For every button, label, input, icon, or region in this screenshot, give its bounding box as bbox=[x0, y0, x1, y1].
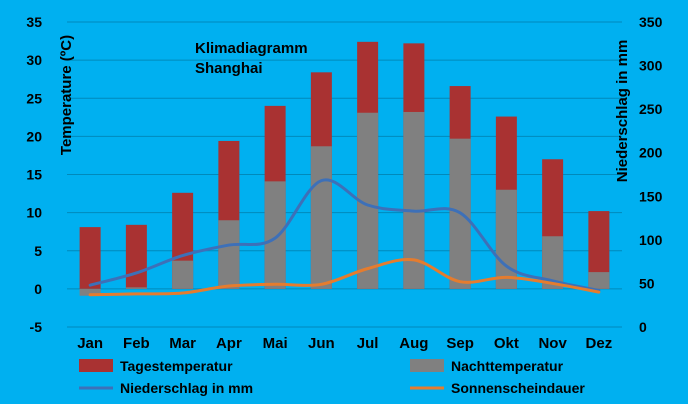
x-tick-label: Jun bbox=[308, 335, 335, 352]
y-right-tick-label: 200 bbox=[639, 145, 663, 161]
y-left-tick-label: -5 bbox=[30, 319, 43, 335]
x-tick-label: Nov bbox=[538, 335, 567, 352]
bar-nachttemperatur bbox=[357, 112, 379, 289]
legend-item: Nachttemperatur bbox=[410, 358, 564, 374]
y-left-tick-label: 0 bbox=[34, 281, 42, 297]
y-left-tick-label: 30 bbox=[26, 52, 42, 68]
legend-item: Tagestemperatur bbox=[79, 358, 233, 374]
line-sonnenscheindauer bbox=[88, 257, 601, 297]
y-right-tick-label: 150 bbox=[639, 188, 663, 204]
bars bbox=[79, 41, 610, 296]
bar-nachttemperatur bbox=[588, 272, 610, 289]
series-lines bbox=[88, 178, 601, 297]
y-right-label: Niederschlag in mm bbox=[614, 40, 631, 183]
x-tick-label: Jan bbox=[77, 335, 103, 352]
left-axis-ticks: -5 0 5 10 15 20 25 30 35 bbox=[26, 14, 42, 335]
legend-item: Niederschlag in mm bbox=[79, 380, 253, 396]
x-tick-label: Mai bbox=[263, 335, 288, 352]
x-tick-label: Okt bbox=[494, 335, 519, 352]
x-tick-label: Dez bbox=[586, 335, 613, 352]
chart-title-line-2: Shanghai bbox=[195, 60, 263, 77]
bar-tagestemperatur bbox=[125, 224, 147, 289]
bar-nachttemperatur bbox=[79, 288, 101, 296]
bar-nachttemperatur bbox=[495, 189, 517, 289]
y-left-label: Temperature (ºC) bbox=[58, 35, 75, 155]
x-tick-label: Aug bbox=[399, 335, 428, 352]
y-left-tick-label: 15 bbox=[26, 167, 42, 183]
x-tick-label: Apr bbox=[216, 335, 242, 352]
y-left-tick-label: 25 bbox=[26, 90, 42, 106]
bar-nachttemperatur bbox=[403, 111, 425, 289]
y-left-tick-label: 5 bbox=[34, 243, 42, 259]
bar-nachttemperatur bbox=[172, 260, 194, 289]
line-niederschlag-in-mm bbox=[88, 178, 601, 292]
y-left-tick-label: 35 bbox=[26, 14, 42, 30]
bar-nachttemperatur bbox=[264, 181, 286, 289]
x-tick-label: Feb bbox=[123, 335, 150, 352]
legend-label: Niederschlag in mm bbox=[120, 380, 253, 396]
bar-nachttemperatur bbox=[218, 220, 240, 289]
y-right-tick-label: 350 bbox=[639, 14, 663, 30]
x-axis-ticks: Jan Feb Mar Apr Mai Jun Jul Aug Sep Okt Nov Dez bbox=[77, 335, 612, 352]
y-right-tick-label: 250 bbox=[639, 101, 663, 117]
x-tick-label: Jul bbox=[357, 335, 379, 352]
right-axis-ticks: 0 50 100 150 200 250 300 350 bbox=[639, 14, 663, 335]
y-right-tick-label: 0 bbox=[639, 319, 647, 335]
bar-nachttemperatur bbox=[125, 287, 147, 289]
legend-label: Tagestemperatur bbox=[120, 358, 233, 374]
legend-item: Sonnenscheindauer bbox=[410, 380, 585, 396]
y-right-tick-label: 50 bbox=[639, 275, 655, 291]
legend-label: Nachttemperatur bbox=[451, 358, 564, 374]
bar-nachttemperatur bbox=[310, 146, 332, 289]
y-left-tick-label: 10 bbox=[26, 205, 42, 221]
gridlines bbox=[67, 21, 622, 328]
bar-nachttemperatur bbox=[542, 236, 564, 289]
legend-swatch bbox=[79, 359, 113, 372]
y-right-tick-label: 100 bbox=[639, 232, 663, 248]
bar-tagestemperatur bbox=[79, 227, 101, 289]
legend-label: Sonnenscheindauer bbox=[451, 380, 585, 396]
chart-title-line-1: Klimadiagramm bbox=[195, 40, 308, 57]
x-tick-label: Sep bbox=[446, 335, 474, 352]
x-tick-label: Mar bbox=[169, 335, 196, 352]
y-right-tick-label: 300 bbox=[639, 58, 663, 74]
bar-tagestemperatur bbox=[588, 211, 610, 289]
y-left-tick-label: 20 bbox=[26, 128, 42, 144]
legend-swatch bbox=[410, 359, 444, 372]
legend: Tagestemperatur Nachttemperatur Niederschl… bbox=[79, 358, 585, 396]
